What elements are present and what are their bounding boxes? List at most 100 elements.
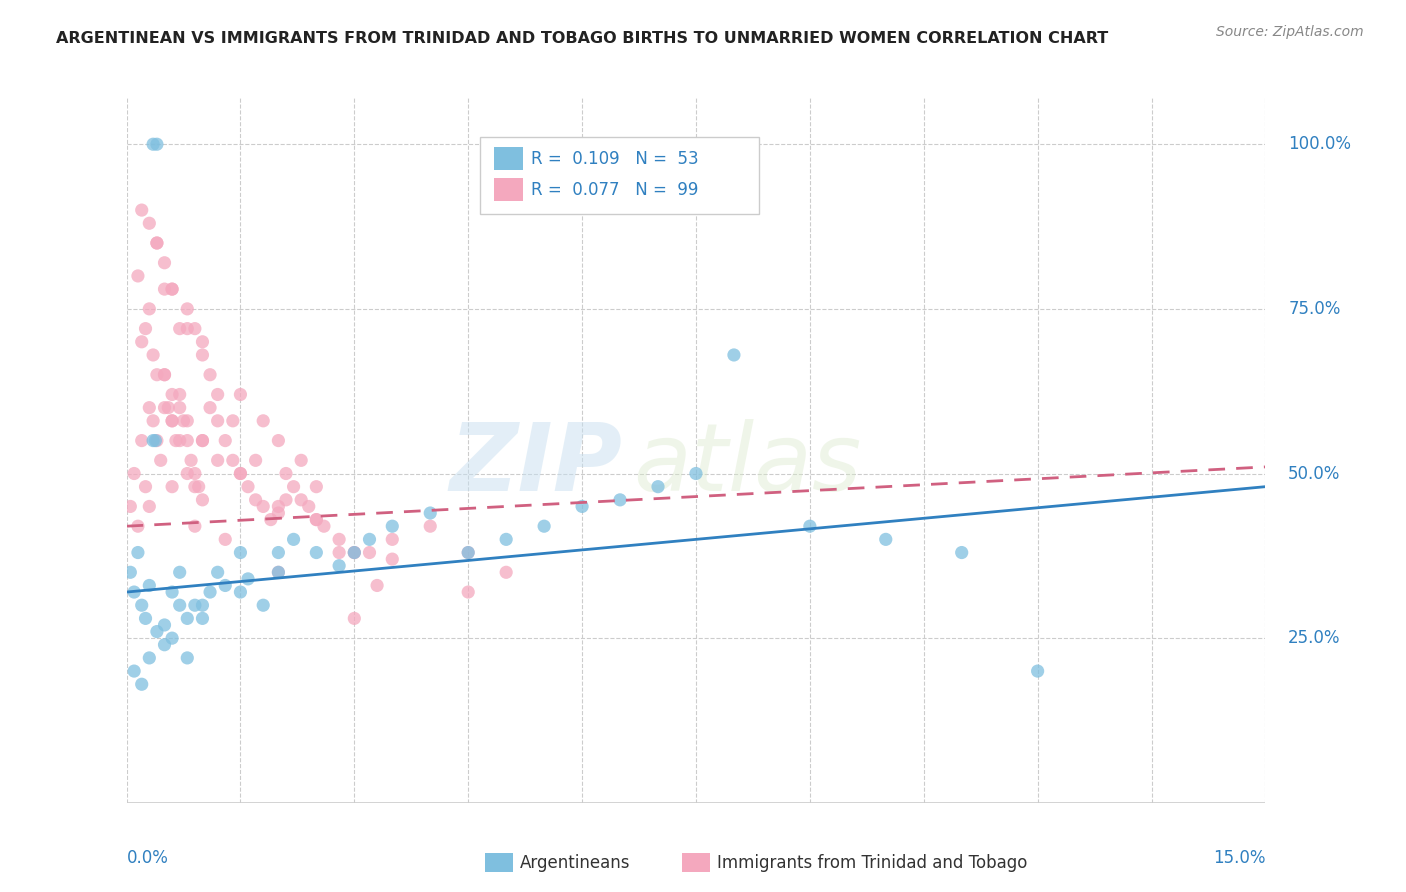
Point [366, 578, 388, 592]
Point [298, 500, 321, 514]
Point [146, 434, 169, 448]
Point [267, 545, 290, 559]
Point [305, 480, 328, 494]
Point [457, 585, 479, 599]
Point [274, 467, 297, 481]
Point [245, 453, 267, 467]
Point [149, 453, 172, 467]
Point [142, 414, 165, 428]
Point [184, 467, 207, 481]
Point [153, 401, 176, 415]
Point [184, 480, 207, 494]
Point [176, 651, 198, 665]
Point [153, 618, 176, 632]
Point [184, 321, 207, 335]
Point [138, 301, 160, 316]
Point [127, 519, 149, 533]
Point [191, 334, 214, 349]
Point [328, 558, 350, 573]
Point [191, 434, 214, 448]
Point [533, 519, 555, 533]
Point [165, 434, 187, 448]
Point [214, 434, 236, 448]
Point [267, 434, 290, 448]
Point [176, 414, 198, 428]
Point [495, 566, 517, 580]
Point [153, 638, 176, 652]
Point [214, 578, 236, 592]
Point [122, 585, 145, 599]
Point [359, 533, 381, 547]
Point [176, 301, 198, 316]
Point [160, 631, 183, 645]
Point [127, 545, 149, 559]
Point [160, 480, 183, 494]
Point [457, 545, 479, 559]
Point [252, 414, 274, 428]
Point [120, 566, 142, 580]
Point [160, 282, 183, 296]
Text: R =  0.109   N =  53: R = 0.109 N = 53 [531, 150, 699, 168]
Point [229, 387, 252, 401]
Point [169, 401, 191, 415]
Text: 100.0%: 100.0% [1288, 136, 1351, 153]
Point [236, 572, 259, 586]
Point [169, 321, 191, 335]
Point [198, 401, 221, 415]
Point [146, 137, 169, 152]
Point [267, 566, 290, 580]
Point [160, 282, 183, 296]
Point [169, 387, 191, 401]
Point [187, 480, 209, 494]
Point [207, 453, 229, 467]
Point [191, 434, 214, 448]
Point [153, 368, 176, 382]
Point [267, 566, 290, 580]
Point [252, 599, 274, 613]
Point [191, 611, 214, 625]
Point [245, 492, 267, 507]
Point [135, 321, 156, 335]
Point [647, 480, 669, 494]
Point [146, 235, 169, 250]
Point [135, 480, 156, 494]
Point [184, 599, 207, 613]
Point [153, 256, 176, 270]
Point [222, 414, 245, 428]
Point [267, 506, 290, 520]
Point [685, 467, 707, 481]
Text: atlas: atlas [633, 419, 862, 510]
Point [328, 533, 350, 547]
FancyBboxPatch shape [495, 178, 523, 201]
Point [160, 414, 183, 428]
Point [419, 506, 441, 520]
Point [135, 611, 156, 625]
Point [198, 585, 221, 599]
Text: 75.0%: 75.0% [1288, 300, 1340, 318]
Point [343, 545, 366, 559]
Point [214, 533, 236, 547]
Point [381, 552, 404, 566]
Point [146, 368, 169, 382]
Text: 0.0%: 0.0% [127, 849, 169, 867]
Text: ARGENTINEAN VS IMMIGRANTS FROM TRINIDAD AND TOBAGO BIRTHS TO UNMARRIED WOMEN COR: ARGENTINEAN VS IMMIGRANTS FROM TRINIDAD … [56, 31, 1108, 46]
Point [283, 480, 305, 494]
Point [381, 519, 404, 533]
Point [283, 533, 305, 547]
Point [305, 545, 328, 559]
Point [138, 651, 160, 665]
Point [145, 434, 167, 448]
Point [176, 611, 198, 625]
Point [343, 545, 366, 559]
Point [176, 434, 198, 448]
Text: 15.0%: 15.0% [1213, 849, 1265, 867]
Point [305, 513, 328, 527]
Point [260, 513, 283, 527]
Point [142, 348, 165, 362]
Point [122, 467, 145, 481]
Point [169, 599, 191, 613]
Point [328, 545, 350, 559]
Text: R =  0.077   N =  99: R = 0.077 N = 99 [531, 181, 699, 199]
Point [236, 480, 259, 494]
Point [122, 664, 145, 678]
